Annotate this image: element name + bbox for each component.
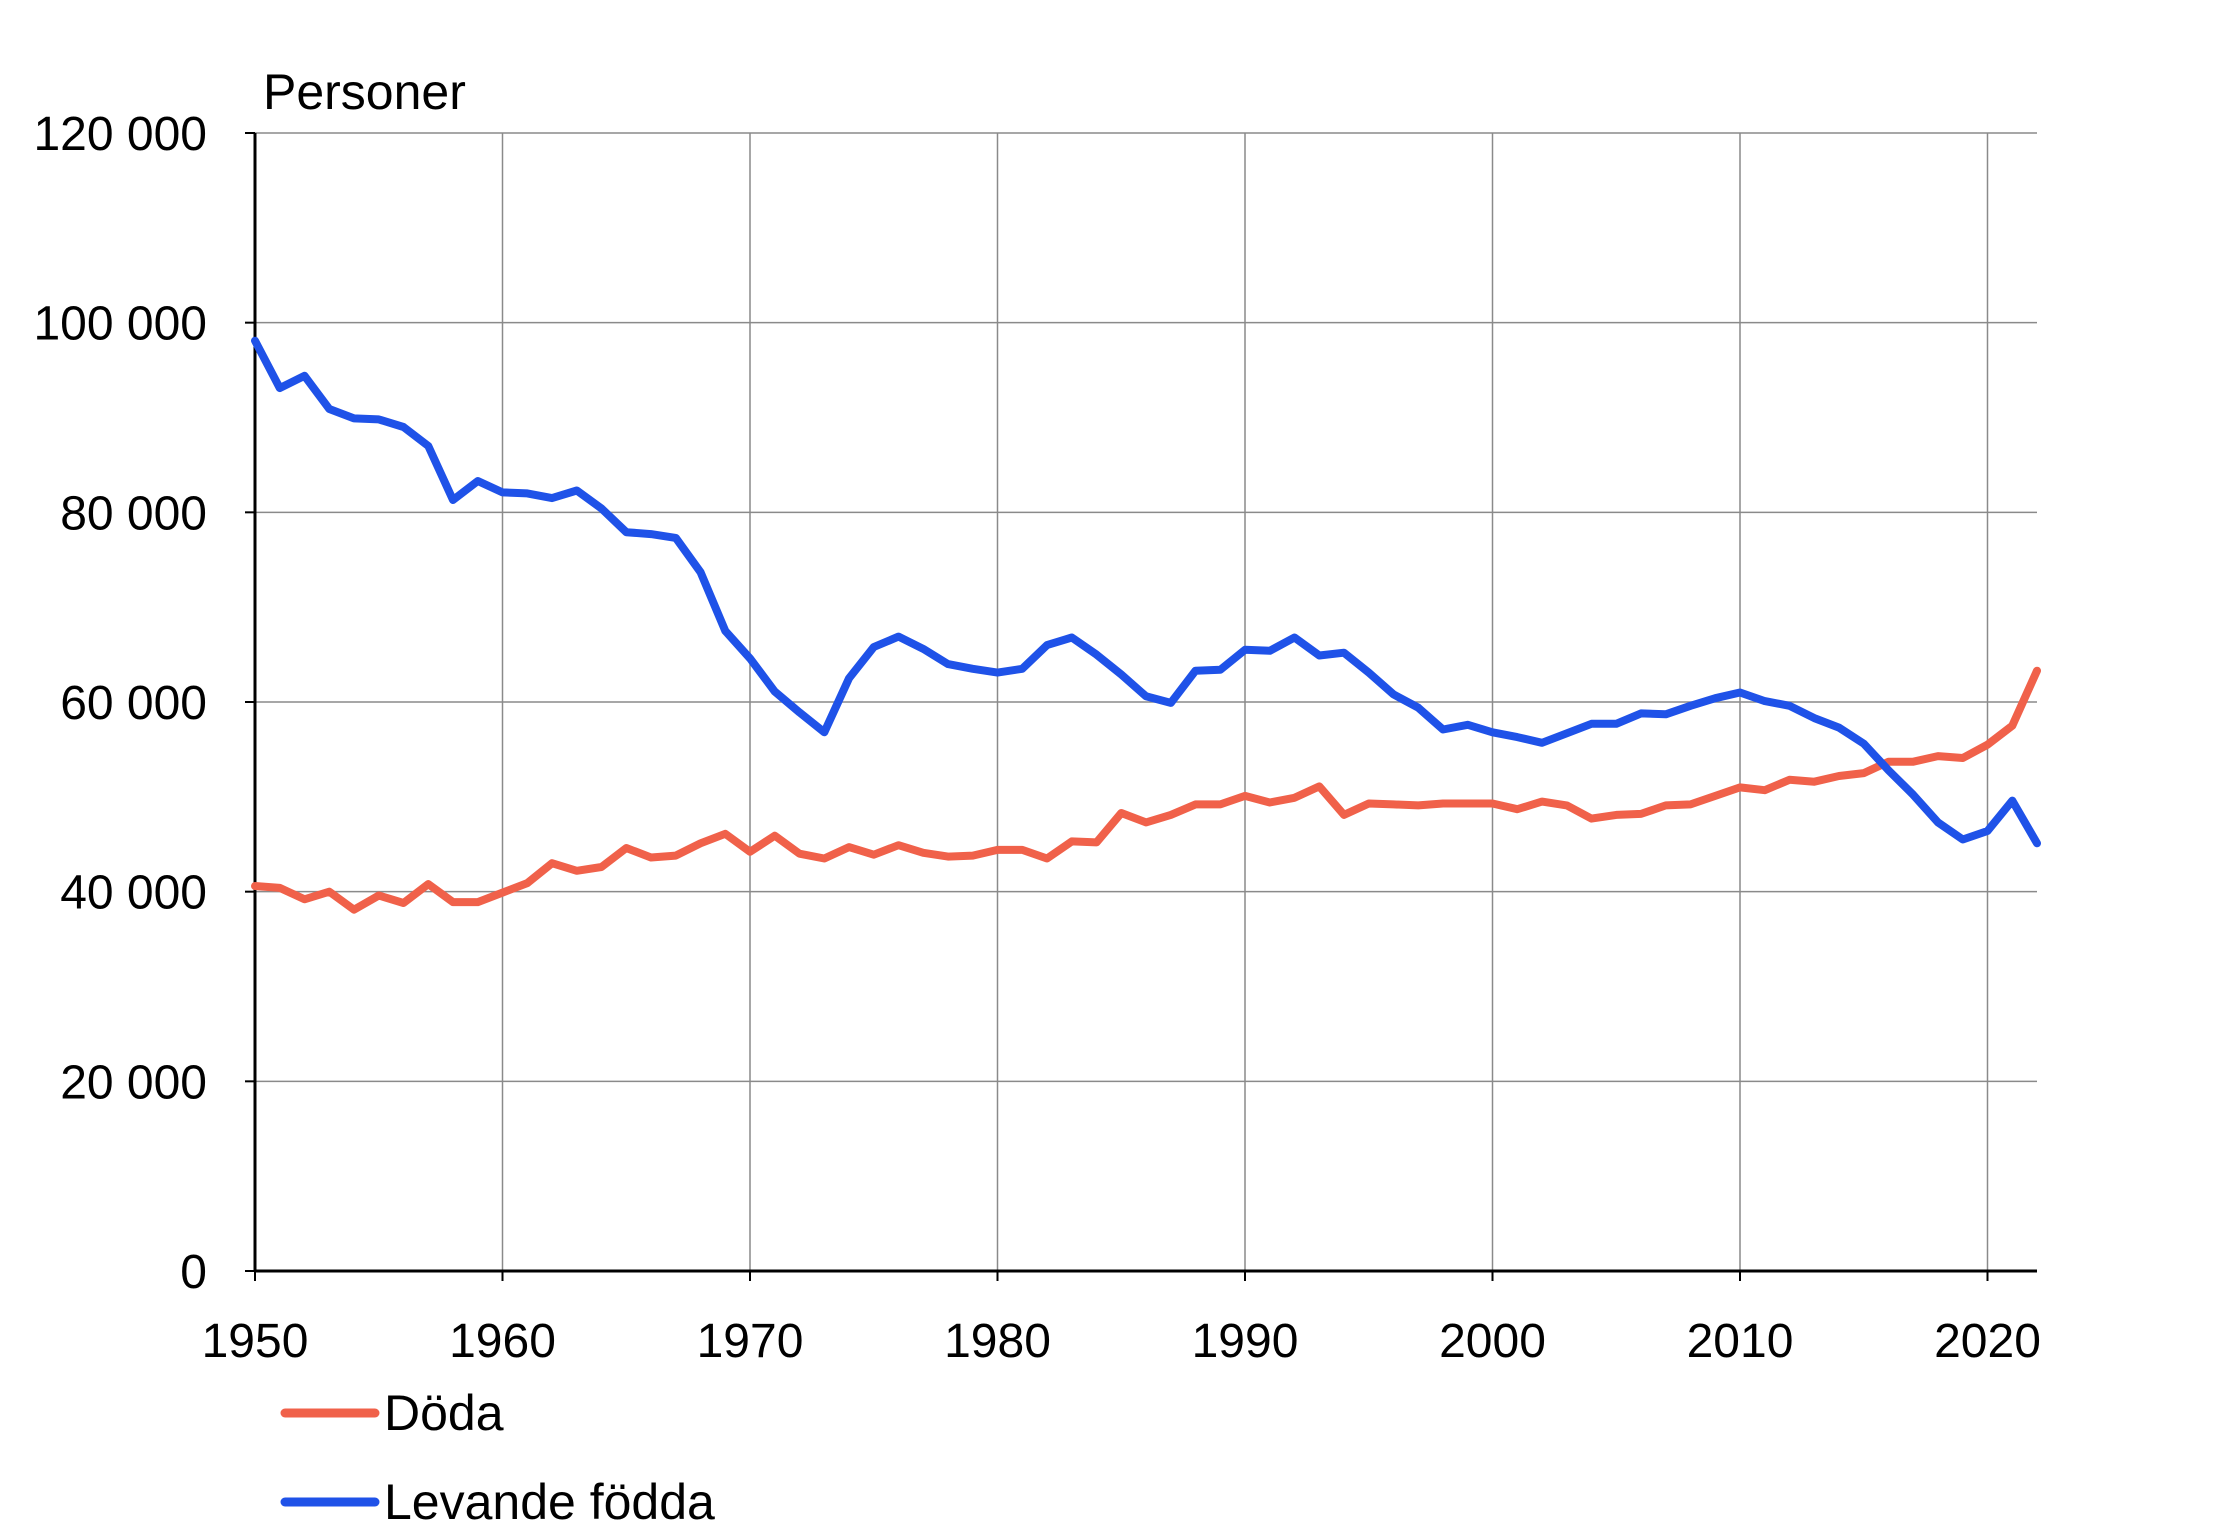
y-tick-label: 0	[180, 1246, 207, 1299]
legend-label-doda: Döda	[384, 1385, 504, 1441]
x-tick-label: 1980	[944, 1315, 1051, 1368]
x-tick-label: 1950	[202, 1315, 309, 1368]
x-tick-label: 1990	[1192, 1315, 1299, 1368]
x-tick-label: 1960	[449, 1315, 556, 1368]
tick-labels: 0 20 000 40 000 60 000 80 000 100 000 120 000 1…	[33, 108, 2040, 1368]
y-tick-label: 80 000	[60, 487, 207, 540]
x-tick-label: 2000	[1439, 1315, 1546, 1368]
y-tick-label: 40 000	[60, 867, 207, 920]
axes	[245, 132, 2037, 1281]
series-line-levande-fodda	[251, 336, 2041, 848]
y-axis-unit-label: Personer	[263, 64, 466, 120]
legend-label-levande-fodda: Levande födda	[384, 1474, 715, 1528]
y-tick-label: 120 000	[33, 108, 207, 161]
series-lines	[251, 336, 2041, 914]
gridlines	[255, 132, 2037, 1271]
legend: Döda Levande födda	[280, 1385, 715, 1528]
y-tick-label: 20 000	[60, 1056, 207, 1109]
x-tick-label: 2010	[1687, 1315, 1794, 1368]
y-tick-label: 60 000	[60, 677, 207, 730]
series-line-doda	[251, 666, 2041, 914]
y-tick-label: 100 000	[33, 298, 207, 351]
x-tick-label: 1970	[697, 1315, 804, 1368]
x-tick-label: 2020	[1934, 1315, 2041, 1368]
